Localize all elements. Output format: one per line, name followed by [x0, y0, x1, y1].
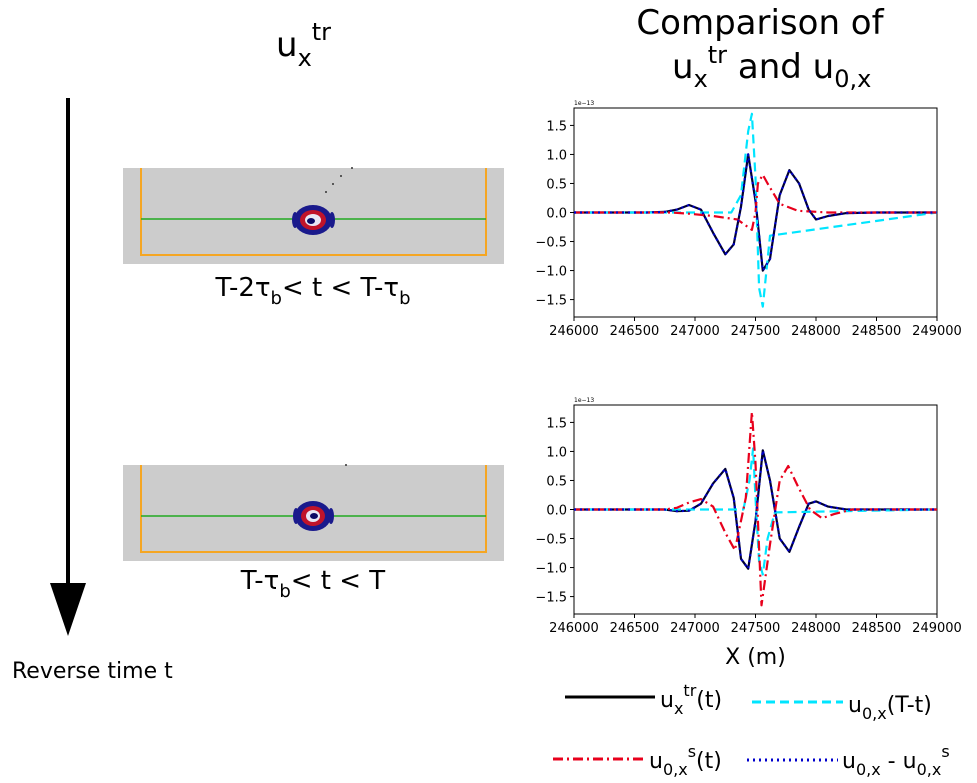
snapshot-panel-1	[123, 167, 504, 264]
series-line-dashdot	[574, 410, 937, 607]
x-tick-label: 247500	[731, 324, 781, 339]
x-tick-label: 247500	[731, 621, 781, 636]
legend: uxtr(t) u0,x(T-t) u0,xs(t) u0,x - u0,xs	[553, 681, 950, 779]
exponent-label: 1e−13	[574, 397, 594, 404]
x-tick-label: 249000	[912, 324, 962, 339]
y-tick-label: 0.5	[546, 177, 567, 192]
x-tick-label: 249000	[912, 621, 962, 636]
y-tick-label: −0.5	[535, 236, 567, 251]
series-line-dashdot	[574, 173, 937, 231]
y-tick-label: 1.5	[546, 119, 567, 134]
exponent-label: 1e−13	[574, 100, 594, 107]
snapshot-panel-2	[123, 464, 504, 561]
x-tick-label: 248000	[791, 621, 841, 636]
y-tick-label: −1.5	[535, 591, 567, 606]
wave-blob	[293, 501, 334, 531]
scatter-dots	[325, 167, 353, 193]
y-tick-label: −0.5	[535, 533, 567, 548]
y-tick-label: 0.5	[546, 474, 567, 489]
x-tick-label: 248500	[852, 621, 902, 636]
snapshot-label-2: T-τb< t < T	[240, 566, 386, 602]
x-tick-label: 246000	[549, 324, 599, 339]
x-tick-label: 246500	[610, 324, 660, 339]
y-tick-label: −1.5	[535, 294, 567, 309]
y-tick-label: 1.5	[546, 416, 567, 431]
x-tick-label: 248500	[852, 324, 902, 339]
chart-lower: 1e−13 246000 246500 247000 247500 248000 24850…	[535, 397, 961, 670]
y-tick-label: 0.0	[546, 207, 567, 222]
right-title: Comparison of uxtr and u0,x	[636, 3, 884, 93]
left-title: uxtr	[276, 18, 331, 72]
x-tick-label: 246000	[549, 621, 599, 636]
chart-upper: 1e−13 246000 246500 247000 247500 248000 24850…	[535, 100, 961, 339]
x-tick-label: 248000	[791, 324, 841, 339]
y-tick-label: 1.0	[546, 445, 567, 460]
snapshot-label-1: T-2τb< t < T-τb	[214, 273, 410, 309]
snapshot-frame	[140, 465, 487, 553]
right-title-line2: uxtr and u0,x	[672, 41, 871, 93]
series-line-dotted	[574, 153, 937, 272]
legend-label: u0,x(T-t)	[848, 693, 932, 723]
arrow-label: Reverse time t	[12, 659, 173, 684]
reverse-time-arrow	[50, 98, 86, 636]
snapshot-frame	[140, 168, 487, 256]
scatter-dot	[345, 464, 347, 466]
y-tick-label: 1.0	[546, 148, 567, 163]
legend-label: u0,xs(t)	[649, 742, 722, 779]
right-title-line1: Comparison of	[636, 3, 884, 43]
y-tick-label: −1.0	[535, 562, 567, 577]
x-tick-label: 246500	[610, 621, 660, 636]
wave-blob	[292, 205, 335, 235]
arrow-head-icon	[50, 583, 86, 636]
legend-label: u0,x - u0,xs	[842, 742, 950, 779]
y-tick-label: 0.0	[546, 504, 567, 519]
y-tick-label: −1.0	[535, 265, 567, 280]
x-tick-label: 247000	[670, 621, 720, 636]
series-line-dotted	[574, 449, 937, 570]
legend-label: uxtr(t)	[660, 681, 722, 718]
x-axis-label: X (m)	[725, 645, 786, 670]
x-tick-label: 247000	[670, 324, 720, 339]
